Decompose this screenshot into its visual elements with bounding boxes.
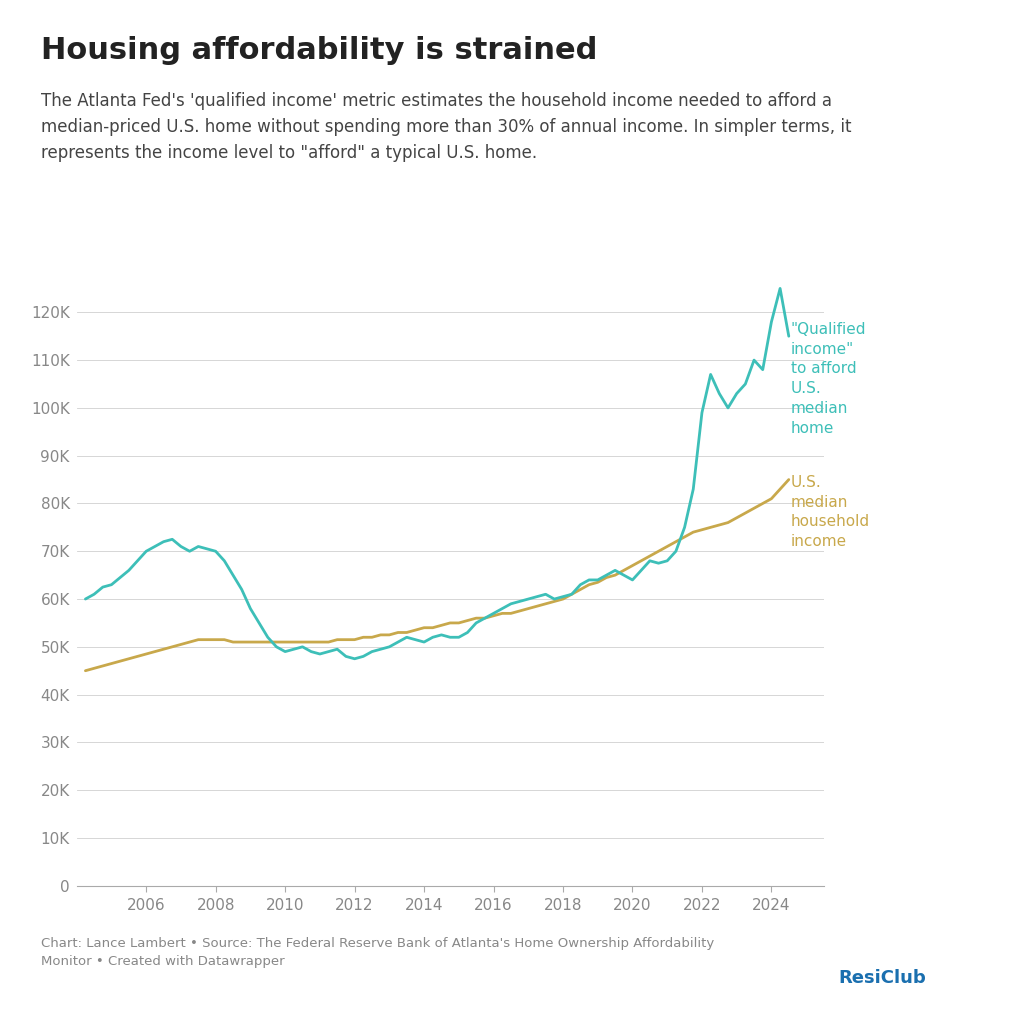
Text: ResiClub: ResiClub [839, 969, 927, 987]
Text: Housing affordability is strained: Housing affordability is strained [41, 36, 597, 65]
Text: The Atlanta Fed's 'qualified income' metric estimates the household income neede: The Atlanta Fed's 'qualified income' met… [41, 92, 851, 162]
Text: Chart: Lance Lambert • Source: The Federal Reserve Bank of Atlanta's Home Owners: Chart: Lance Lambert • Source: The Feder… [41, 937, 714, 968]
Text: U.S.
median
household
income: U.S. median household income [791, 475, 870, 549]
Text: "Qualified
income"
to afford
U.S.
median
home: "Qualified income" to afford U.S. median… [791, 322, 866, 436]
Text: RC: RC [806, 986, 820, 996]
